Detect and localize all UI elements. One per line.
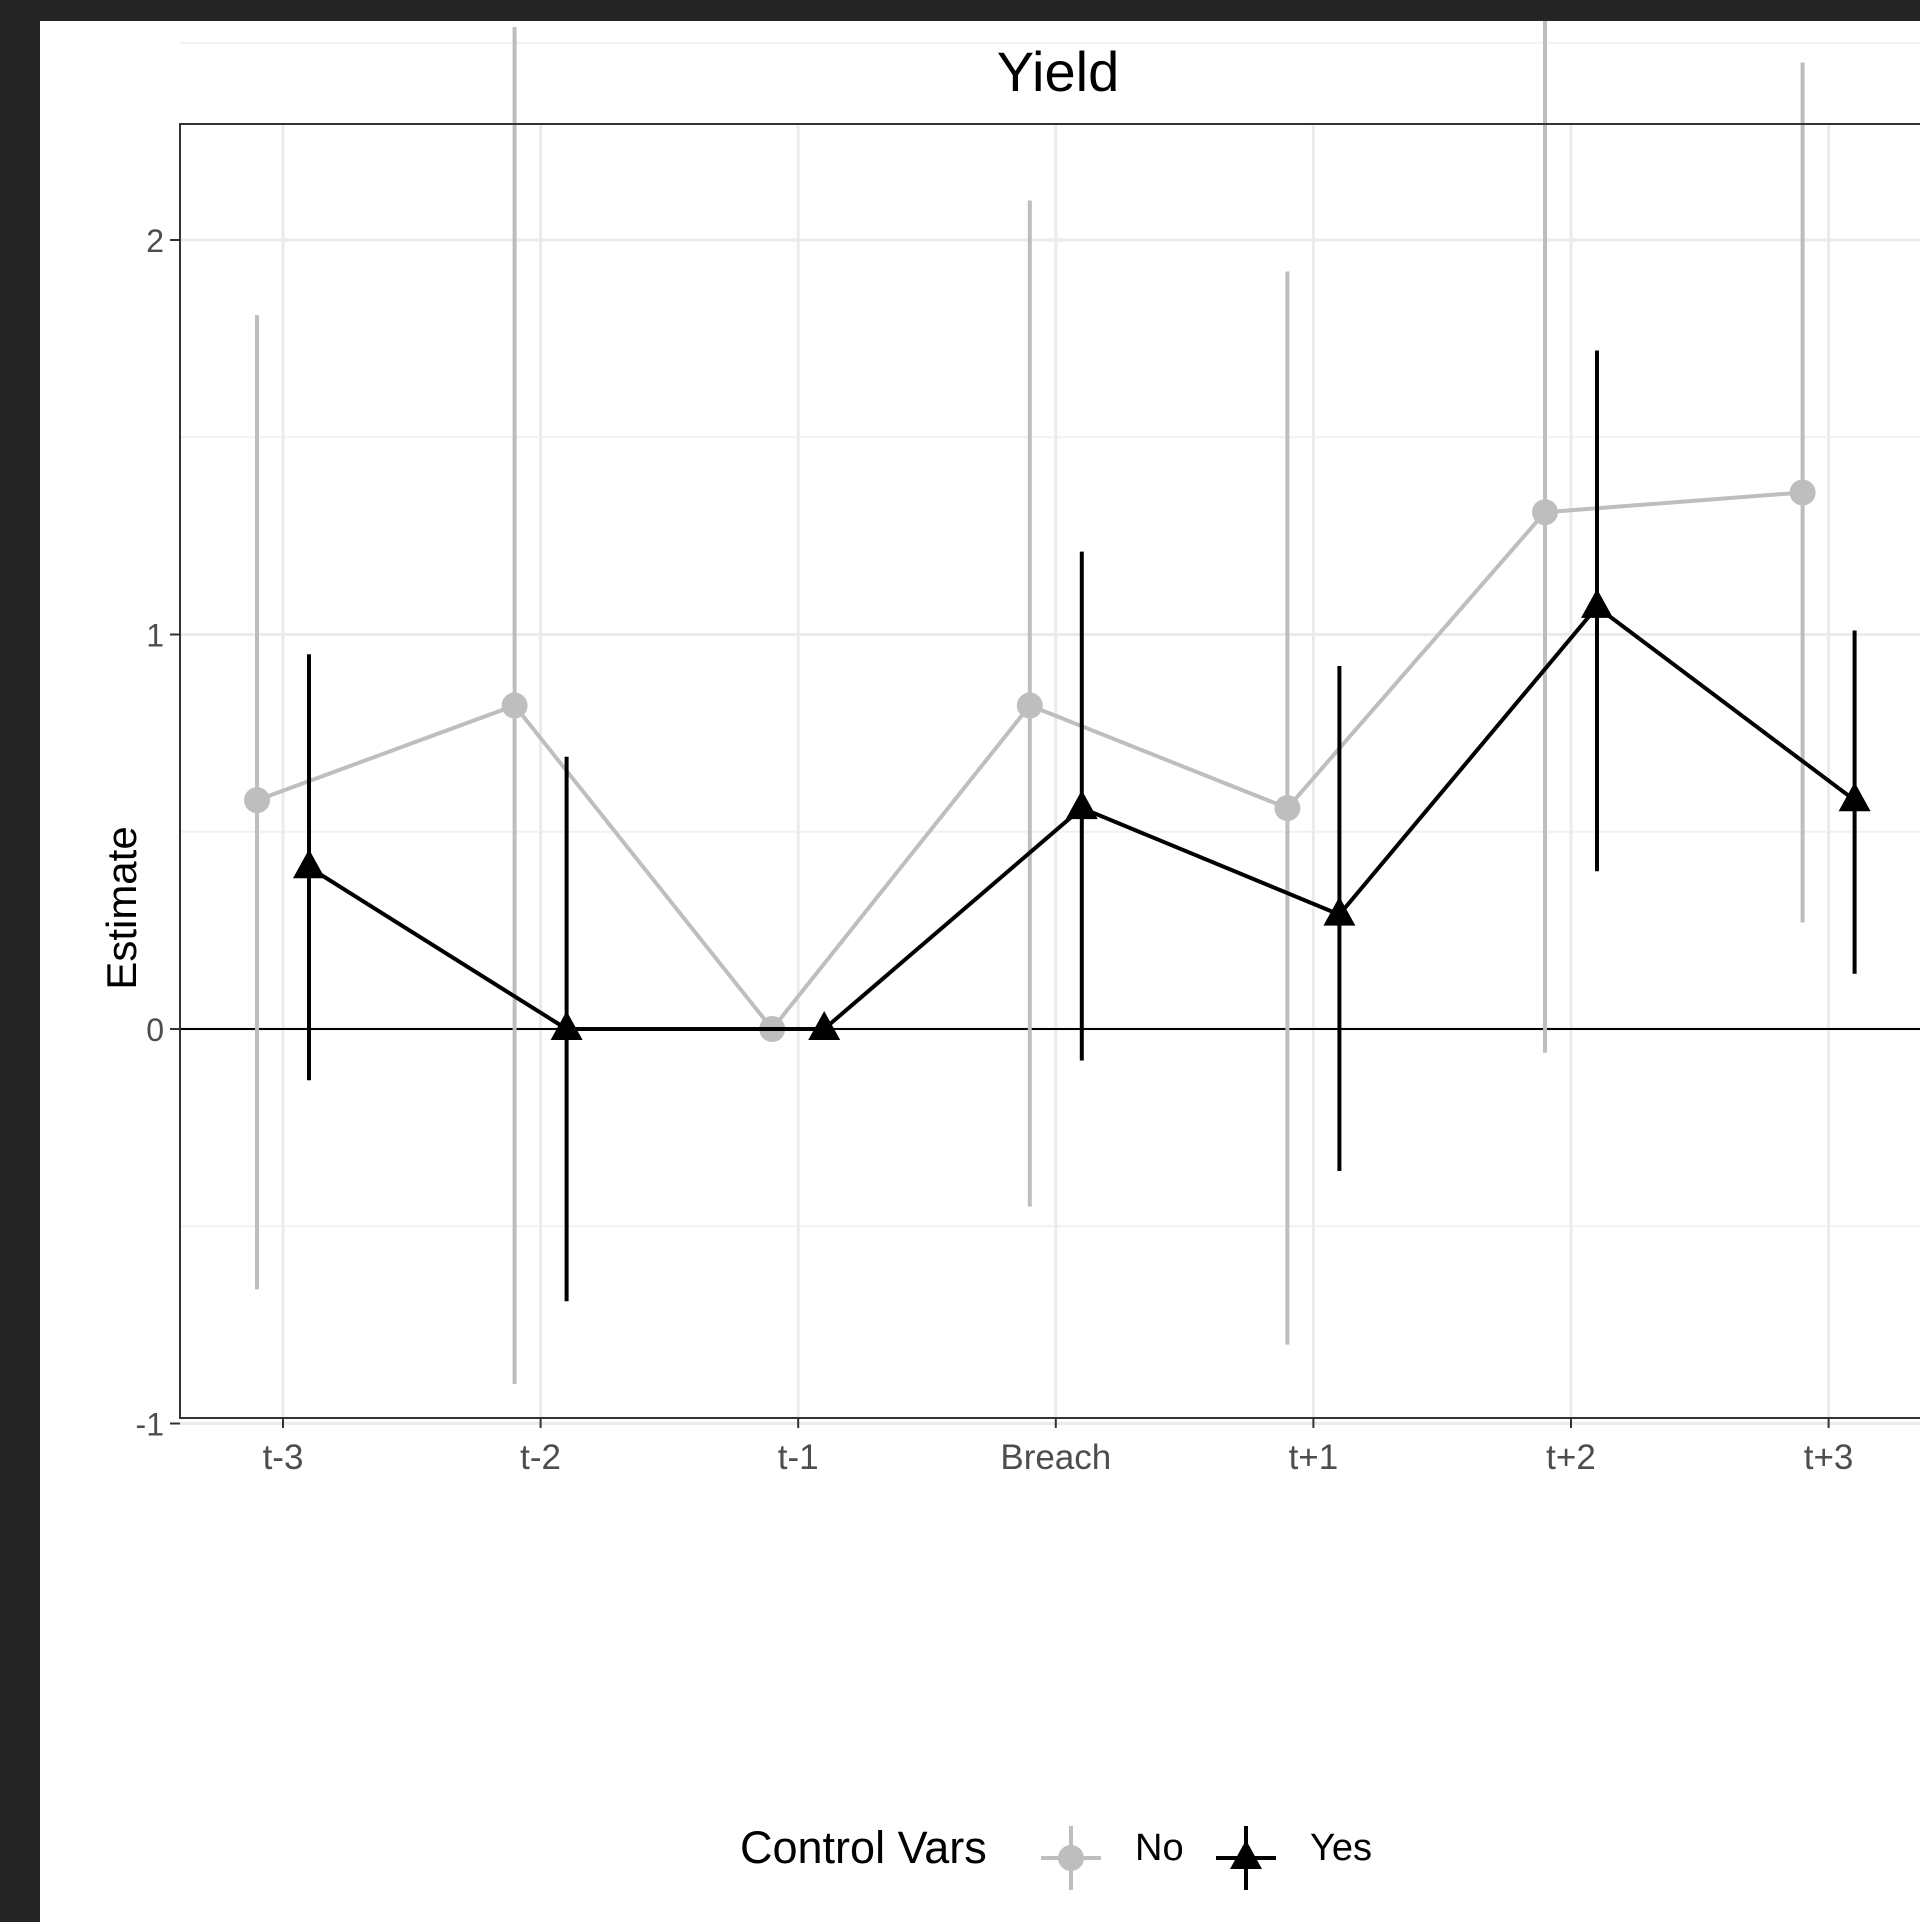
data-point — [501, 692, 528, 719]
series-yes — [293, 350, 1871, 1302]
data-point — [1323, 896, 1356, 926]
legend-key-marker — [1230, 1840, 1262, 1869]
y-tick-label: -1 — [136, 1407, 164, 1443]
y-tick-label: 0 — [146, 1012, 164, 1048]
legend: Control Vars No Yes — [740, 1822, 1372, 1890]
x-tick-label: t+3 — [1804, 1438, 1854, 1477]
data-point — [808, 1011, 841, 1040]
data-point — [1532, 499, 1558, 526]
minor-gridlines — [180, 41, 1920, 1228]
data-point — [1789, 479, 1816, 506]
x-axis: t-3 t-2 t-1 Breach t+1 t+2 t+3 — [263, 1418, 1854, 1477]
major-gridlines — [180, 124, 1920, 1425]
legend-label-yes: Yes — [1310, 1827, 1372, 1869]
event-study-chart: -1 0 1 2 t-3 t-2 t-1 Breach t+1 t+2 t+3 Yield Est… — [98, 21, 1920, 1890]
legend-key-yes — [1216, 1826, 1276, 1890]
series-no — [244, 21, 1816, 1385]
data-point — [293, 849, 325, 879]
x-tick-label: t+2 — [1546, 1438, 1596, 1477]
legend-key-no — [1041, 1826, 1101, 1890]
y-axis: -1 0 1 2 — [136, 223, 180, 1443]
x-tick-label: t-1 — [778, 1438, 819, 1477]
data-point — [1274, 795, 1301, 822]
legend-title: Control Vars — [740, 1822, 987, 1873]
y-axis-label: Estimate — [98, 826, 145, 989]
y-tick-label: 1 — [146, 618, 164, 654]
x-tick-label: Breach — [1000, 1438, 1111, 1477]
x-tick-label: t+1 — [1289, 1438, 1339, 1477]
plot-panel-border — [179, 123, 1920, 1419]
data-point — [1016, 692, 1043, 719]
chart-title: Yield — [997, 40, 1119, 103]
data-point — [1065, 790, 1098, 820]
x-tick-label: t-2 — [520, 1438, 561, 1477]
data-point — [244, 787, 270, 814]
x-tick-label: t-3 — [263, 1438, 304, 1477]
series-layer — [244, 21, 1871, 1385]
legend-label-no: No — [1135, 1827, 1184, 1869]
chart-panel: -1 0 1 2 t-3 t-2 t-1 Breach t+1 t+2 t+3 Yield Est… — [40, 21, 1920, 1922]
data-point — [550, 1011, 583, 1040]
data-point — [1838, 782, 1871, 812]
data-point — [1581, 588, 1613, 618]
legend-key-marker — [1058, 1845, 1084, 1871]
y-tick-label: 2 — [146, 223, 164, 259]
